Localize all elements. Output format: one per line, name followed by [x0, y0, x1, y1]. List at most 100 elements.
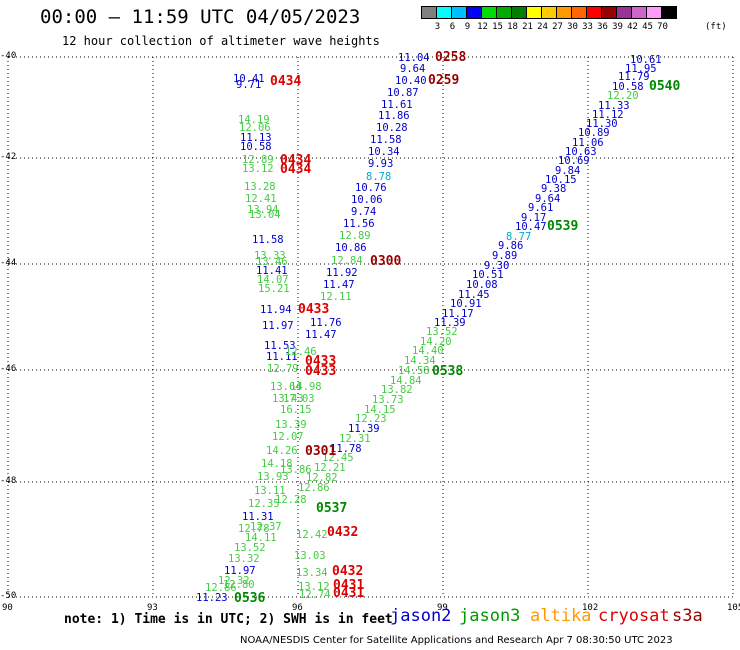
time-label: 0537	[316, 501, 348, 516]
wave-height-label: 14.40	[412, 345, 444, 357]
time-label: 0539	[547, 219, 579, 234]
wave-height-label: 10.06	[351, 194, 383, 206]
wave-height-label: 9.93	[368, 158, 394, 170]
wave-height-label: 13.64	[270, 381, 302, 393]
colorbar-label: 27	[552, 22, 563, 32]
wave-height-label: 14.11	[245, 532, 277, 544]
colorbar-label: 3	[434, 22, 441, 32]
wave-height-label: 12.28	[275, 494, 307, 506]
wave-height-label: 12.45	[322, 452, 354, 464]
wave-height-label: 14.26	[266, 445, 298, 457]
time-label: 0431	[333, 578, 365, 593]
y-tick-label: -40	[0, 51, 17, 61]
time-label: 0432	[327, 525, 359, 540]
wave-height-label: 12.21	[314, 462, 346, 474]
wave-height-label: 10.08	[466, 279, 498, 291]
wave-height-label: 11.58	[252, 234, 284, 246]
wave-height-label: 9.74	[351, 206, 377, 218]
time-label: 0259	[428, 73, 460, 88]
satellite-legend-item: s3a	[672, 606, 703, 626]
wave-height-label: 9.61	[528, 202, 554, 214]
wave-height-label: 10.87	[387, 87, 419, 99]
wave-height-label: 12.86	[205, 582, 237, 594]
wave-height-label: 12.78	[238, 523, 270, 535]
wave-height-label: 11.94	[260, 304, 292, 316]
wave-height-label: 9.89	[492, 250, 518, 262]
time-label: 0301	[305, 444, 337, 459]
wave-height-label: 10.47	[515, 221, 547, 233]
wave-height-label: 15.21	[258, 283, 290, 295]
wave-height-label: 8.78	[366, 171, 392, 183]
wave-height-label: 12.46	[285, 346, 317, 358]
time-label: 0434	[270, 74, 302, 89]
x-tick-label: 105	[727, 603, 740, 613]
wave-height-label: 11.31	[242, 511, 274, 523]
colorbar-label: 12	[477, 22, 488, 32]
wave-height-label: 12.11	[320, 291, 352, 303]
wave-height-label: 14.15	[364, 404, 396, 416]
wave-height-label: 11.06	[572, 137, 604, 149]
time-label: 0536	[234, 591, 266, 606]
wave-height-label: 16.15	[280, 404, 312, 416]
wave-height-label: 11.79	[618, 71, 650, 83]
wave-height-label: 14.58	[398, 365, 430, 377]
wave-height-label: 12.20	[607, 90, 639, 102]
y-tick-label: -42	[0, 152, 17, 162]
wave-height-label: 11.86	[378, 110, 410, 122]
colorbar-label: 18	[507, 22, 518, 32]
wave-height-label: 12.84	[331, 255, 363, 267]
wave-height-label: 13.12	[298, 581, 330, 593]
wave-height-label: 13.52	[234, 542, 266, 554]
wave-height-label: 11.23	[196, 592, 228, 604]
wave-height-label: 11.13	[240, 132, 272, 144]
footer-credit: NOAA/NESDIS Center for Satellite Applica…	[240, 635, 673, 646]
wave-height-label: 10.61	[630, 54, 662, 66]
colorbar-labels: 3 6 9 12 15 18 21 24 27 30 33 36 39 42 45 70	[422, 22, 670, 32]
x-tick-label: 96	[292, 603, 303, 613]
wave-height-label: 11.56	[343, 218, 375, 230]
wave-height-label: 9.17	[521, 212, 547, 224]
wave-height-label: 11.33	[598, 100, 630, 112]
wave-height-label: 12.31	[339, 433, 371, 445]
colorbar-label: 70	[657, 22, 668, 32]
satellite-legend-item: altika	[530, 606, 592, 626]
wave-height-label: 13.03	[294, 550, 326, 562]
wave-height-label: 11.47	[305, 329, 337, 341]
wave-height-label: 13.73	[372, 394, 404, 406]
wave-height-label: 11.53	[264, 340, 296, 352]
wave-height-label: 11.97	[262, 320, 294, 332]
x-tick-label: 93	[147, 603, 158, 613]
wave-height-label: 12.74	[299, 589, 331, 601]
wave-height-label: 11.78	[330, 443, 362, 455]
time-label: 0258	[435, 50, 467, 65]
wave-height-label: 13.93	[257, 471, 289, 483]
wave-height-label: 9.86	[498, 240, 524, 252]
time-label: 0433	[305, 354, 337, 369]
wave-height-label: 14.19	[238, 114, 270, 126]
wave-height-label: 11.58	[370, 134, 402, 146]
wave-height-label: 11.45	[458, 289, 490, 301]
wave-height-label: 9.30	[484, 260, 510, 272]
wave-height-label: 13.39	[275, 419, 307, 431]
wave-height-label: 11.95	[625, 63, 657, 75]
colorbar-label: 36	[597, 22, 608, 32]
wave-height-label: 13.43	[272, 393, 304, 405]
colorbar-label: 15	[492, 22, 503, 32]
colorbar-label: 45	[642, 22, 653, 32]
wave-height-label: 10.58	[612, 81, 644, 93]
wave-height-label: 11.61	[381, 99, 413, 111]
y-tick-label: -50	[0, 591, 17, 601]
colorbar-label: 9	[464, 22, 471, 32]
colorbar-label: 42	[627, 22, 638, 32]
map-subtitle: 12 hour collection of altimeter wave hei…	[62, 34, 380, 48]
wave-height-label: 13.12	[242, 163, 274, 175]
wave-height-label: 11.12	[592, 109, 624, 121]
wave-height-label: 12.80	[223, 579, 255, 591]
wave-height-label: 10.76	[355, 182, 387, 194]
wave-height-label: 10.58	[240, 141, 272, 153]
wave-height-label: 12.23	[355, 413, 387, 425]
wave-height-label: 13.33	[254, 250, 286, 262]
wave-height-label: 10.40	[395, 75, 427, 87]
map-title: 00:00 – 11:59 UTC 04/05/2023	[40, 6, 361, 28]
wave-height-label: 13.32	[228, 553, 260, 565]
